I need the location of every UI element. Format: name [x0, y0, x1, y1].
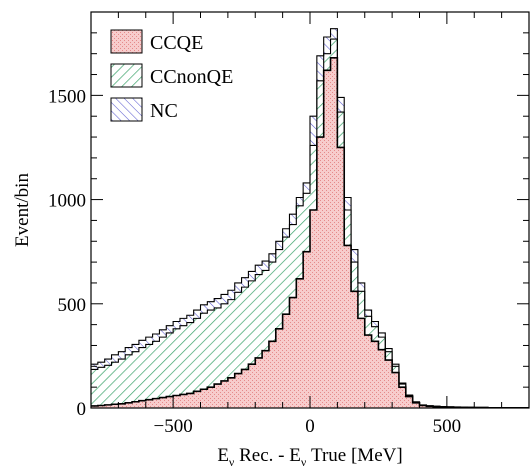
xlabel-part-end: True [MeV] [306, 445, 402, 466]
xlabel-part-mid: Rec. - E [234, 445, 300, 466]
legend-swatch-nc [110, 97, 143, 122]
y-axis-label: Event/bin [12, 173, 33, 247]
x-tick-label: 500 [433, 416, 462, 437]
x-axis: −500 0 500 [90, 12, 530, 437]
y-tick-label: 1500 [48, 86, 86, 107]
y-axis: 0 500 1000 1500 [48, 11, 529, 420]
y-tick-label: 500 [58, 295, 87, 316]
x-tick-label: 0 [305, 416, 315, 437]
xlabel-part-nu1: ν [229, 455, 235, 469]
legend-label-nc: NC [150, 100, 178, 122]
xlabel-part-e1: E [217, 445, 229, 466]
x-tick-label: −500 [154, 416, 193, 437]
legend-label-ccqe: CCQE [150, 32, 203, 54]
legend: CCQE CCnonQE NC [110, 29, 233, 122]
xlabel-part-nu2: ν [301, 455, 307, 469]
plot-area [91, 28, 529, 408]
y-tick-label: 1000 [48, 191, 86, 212]
legend-label-ccnonqe: CCnonQE [150, 66, 233, 88]
legend-swatch-ccqe [110, 29, 143, 54]
x-axis-label: Eν Rec. - Eν True [MeV] [217, 445, 402, 469]
series-line-ccqe [91, 57, 529, 408]
legend-swatch-ccnonqe [110, 63, 143, 88]
y-tick-label: 0 [77, 399, 87, 420]
